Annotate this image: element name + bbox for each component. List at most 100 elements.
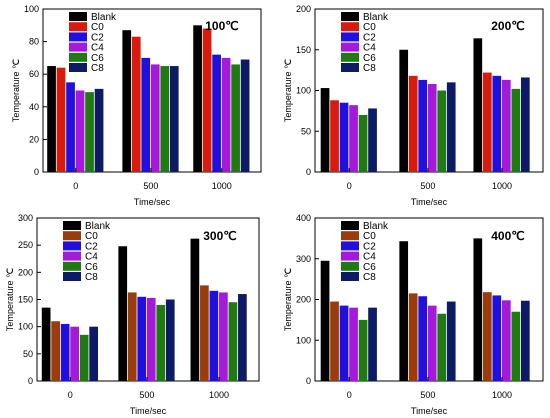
x-tick-label: 0 [73,181,78,191]
bar-c6-0 [358,114,368,172]
bar-c4-500 [427,83,437,172]
bar-c0-0 [51,321,60,381]
bar-blank-1000 [190,238,200,381]
bar-blank-500 [122,30,132,172]
y-tick-label: 50 [23,349,33,359]
bar-c2-500 [141,57,151,172]
y-tick-label: 150 [18,295,33,305]
y-tick-label: 80 [29,37,39,47]
legend-label-c2: C2 [91,32,104,43]
bar-blank-500 [399,49,409,172]
bar-c2-0 [339,305,349,381]
bar-c6-500 [160,66,170,172]
legend-swatch-c6 [341,261,359,271]
legend-label-c4: C4 [363,252,376,263]
y-axis-label: Temperature ℃ [11,59,21,122]
legend-label-c4: C4 [363,43,376,54]
bar-blank-0 [320,260,330,381]
bar-c2-500 [418,79,428,172]
legend-label-c6: C6 [85,262,98,273]
bar-c2-0 [66,82,75,172]
bar-c8-500 [446,301,456,381]
bar-c8-1000 [520,77,530,172]
bar-c2-1000 [492,295,502,381]
bar-c0-0 [56,67,66,172]
legend-swatch-blank [341,12,359,21]
legend-label-c6: C6 [363,53,376,64]
legend-swatch-blank [69,12,87,21]
bar-c8-0 [94,88,104,172]
y-tick-label: 300 [296,254,311,264]
bar-blank-0 [47,66,56,172]
legend-swatch-c4 [69,42,87,52]
bar-c4-0 [349,105,358,172]
x-tick-label: 0 [68,390,73,400]
bar-c4-0 [75,90,85,172]
bar-c8-500 [169,66,179,172]
legend-label-blank: Blank [91,12,117,23]
bar-c2-0 [60,323,70,381]
bar-c8-0 [368,108,377,172]
legend-label-c8: C8 [363,63,376,74]
x-tick-label: 500 [420,181,435,191]
legend-swatch-c8 [341,272,359,281]
bar-c4-1000 [501,300,511,381]
x-tick-label: 1000 [212,181,232,191]
bar-c6-0 [358,319,368,381]
x-axis-label: Time/sec [130,406,167,416]
legend-label-c6: C6 [91,53,104,64]
bar-c2-1000 [492,75,502,172]
legend-label-c0: C0 [85,231,98,242]
legend-swatch-c0 [341,22,359,32]
bar-c8-0 [368,307,377,381]
legend-label-blank: Blank [85,221,111,232]
legend-label-c2: C2 [85,241,98,252]
bar-c8-0 [89,326,98,381]
legend-label-c8: C8 [363,272,376,283]
legend-swatch-c4 [341,42,359,52]
chart-panel-1: 0 50 100 150 200 0 500 1000 Time/sec Temperature … [283,4,544,207]
legend-swatch-c8 [341,63,359,72]
legend-swatch-c0 [341,231,359,241]
bar-blank-0 [320,88,330,172]
y-axis-label: Temperature ℃ [5,268,15,331]
bar-c2-1000 [209,290,219,381]
legend-swatch-c4 [341,251,359,261]
bar-c0-500 [131,36,141,173]
legend-swatch-c2 [341,241,359,251]
legend-label-blank: Blank [363,221,389,232]
y-tick-label: 200 [18,267,33,277]
bar-c6-0 [85,92,94,172]
legend-swatch-c8 [63,272,81,281]
bar-c8-1000 [520,300,530,381]
bar-c6-1000 [511,311,521,381]
bar-c6-1000 [231,64,240,172]
x-axis-label: Time/sec [134,197,171,207]
bar-c0-500 [408,293,418,381]
y-axis-label: Temperature ℃ [283,268,293,331]
legend-swatch-blank [63,221,81,230]
bar-c2-500 [137,296,147,381]
x-tick-label: 500 [139,390,154,400]
y-tick-label: 100 [296,335,311,345]
y-tick-label: 100 [296,86,311,96]
legend-swatch-c4 [63,251,81,261]
y-tick-label: 100 [24,4,39,14]
legend-label-c0: C0 [363,22,376,33]
legend-swatch-c6 [341,52,359,62]
y-tick-label: 0 [306,376,311,386]
bar-c4-0 [70,326,79,381]
legend-swatch-c0 [63,231,81,241]
legend-label-c8: C8 [85,272,98,283]
bar-c0-1000 [200,285,209,381]
y-tick-label: 200 [296,4,311,14]
x-tick-label: 1000 [492,181,512,191]
y-tick-label: 40 [29,102,39,112]
bar-blank-500 [118,246,128,381]
bar-c4-1000 [221,57,231,172]
bar-c6-0 [79,334,89,381]
